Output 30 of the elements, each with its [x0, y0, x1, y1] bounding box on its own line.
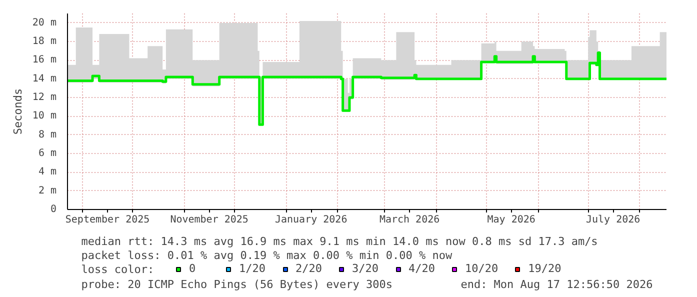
y-tick-label: 14 m	[32, 73, 57, 84]
y-tick-label: 18 m	[32, 36, 57, 47]
legend-label: 1/20	[239, 262, 266, 275]
y-tick-label: 10 m	[32, 110, 57, 122]
text: median rtt: 14.3 ms avg 16.9 ms max 9.1 ms min 14.0 ms now 0.8 ms sd 17.3 am/s	[81, 235, 598, 248]
x-tick-label: May 2026	[487, 214, 536, 226]
y-tick-label: 20 m	[32, 17, 57, 28]
x-tick-label: January 2026	[274, 214, 348, 226]
legend-label: 4/20	[408, 262, 435, 275]
y-tick-label: 6 m	[38, 148, 56, 159]
text: packet loss: 0.01 % avg 0.19 % max 0.00 % min 0.00 % now	[81, 249, 452, 262]
y-tick-label: 16 m	[32, 54, 57, 66]
y-tick-label: 2 m	[38, 185, 56, 196]
text: end: Mon Aug 17 12:56:50 2026	[460, 278, 653, 291]
y-tick-label: 8 m	[38, 129, 56, 140]
y-tick-label: 4 m	[38, 166, 56, 178]
y-axis-title: Seconds	[11, 88, 24, 135]
legend-label: 10/20	[465, 262, 498, 275]
text: probe: 20 ICMP Echo Pings (56 Bytes) every 300s	[81, 278, 393, 291]
y-tick-label: 12 m	[32, 92, 57, 103]
legend-label: 2/20	[296, 262, 322, 275]
y-tick-label: 0	[50, 204, 57, 215]
legend-label: 19/20	[528, 262, 562, 275]
x-tick-label: November 2025	[170, 214, 248, 226]
legend-label: 0	[189, 262, 197, 275]
x-tick-label: September 2025	[65, 214, 150, 226]
legend-label: 3/20	[352, 262, 378, 275]
legend-title: loss color:	[81, 263, 154, 276]
x-tick-label: July 2026	[586, 214, 640, 226]
x-tick-label: March 2026	[379, 214, 440, 226]
